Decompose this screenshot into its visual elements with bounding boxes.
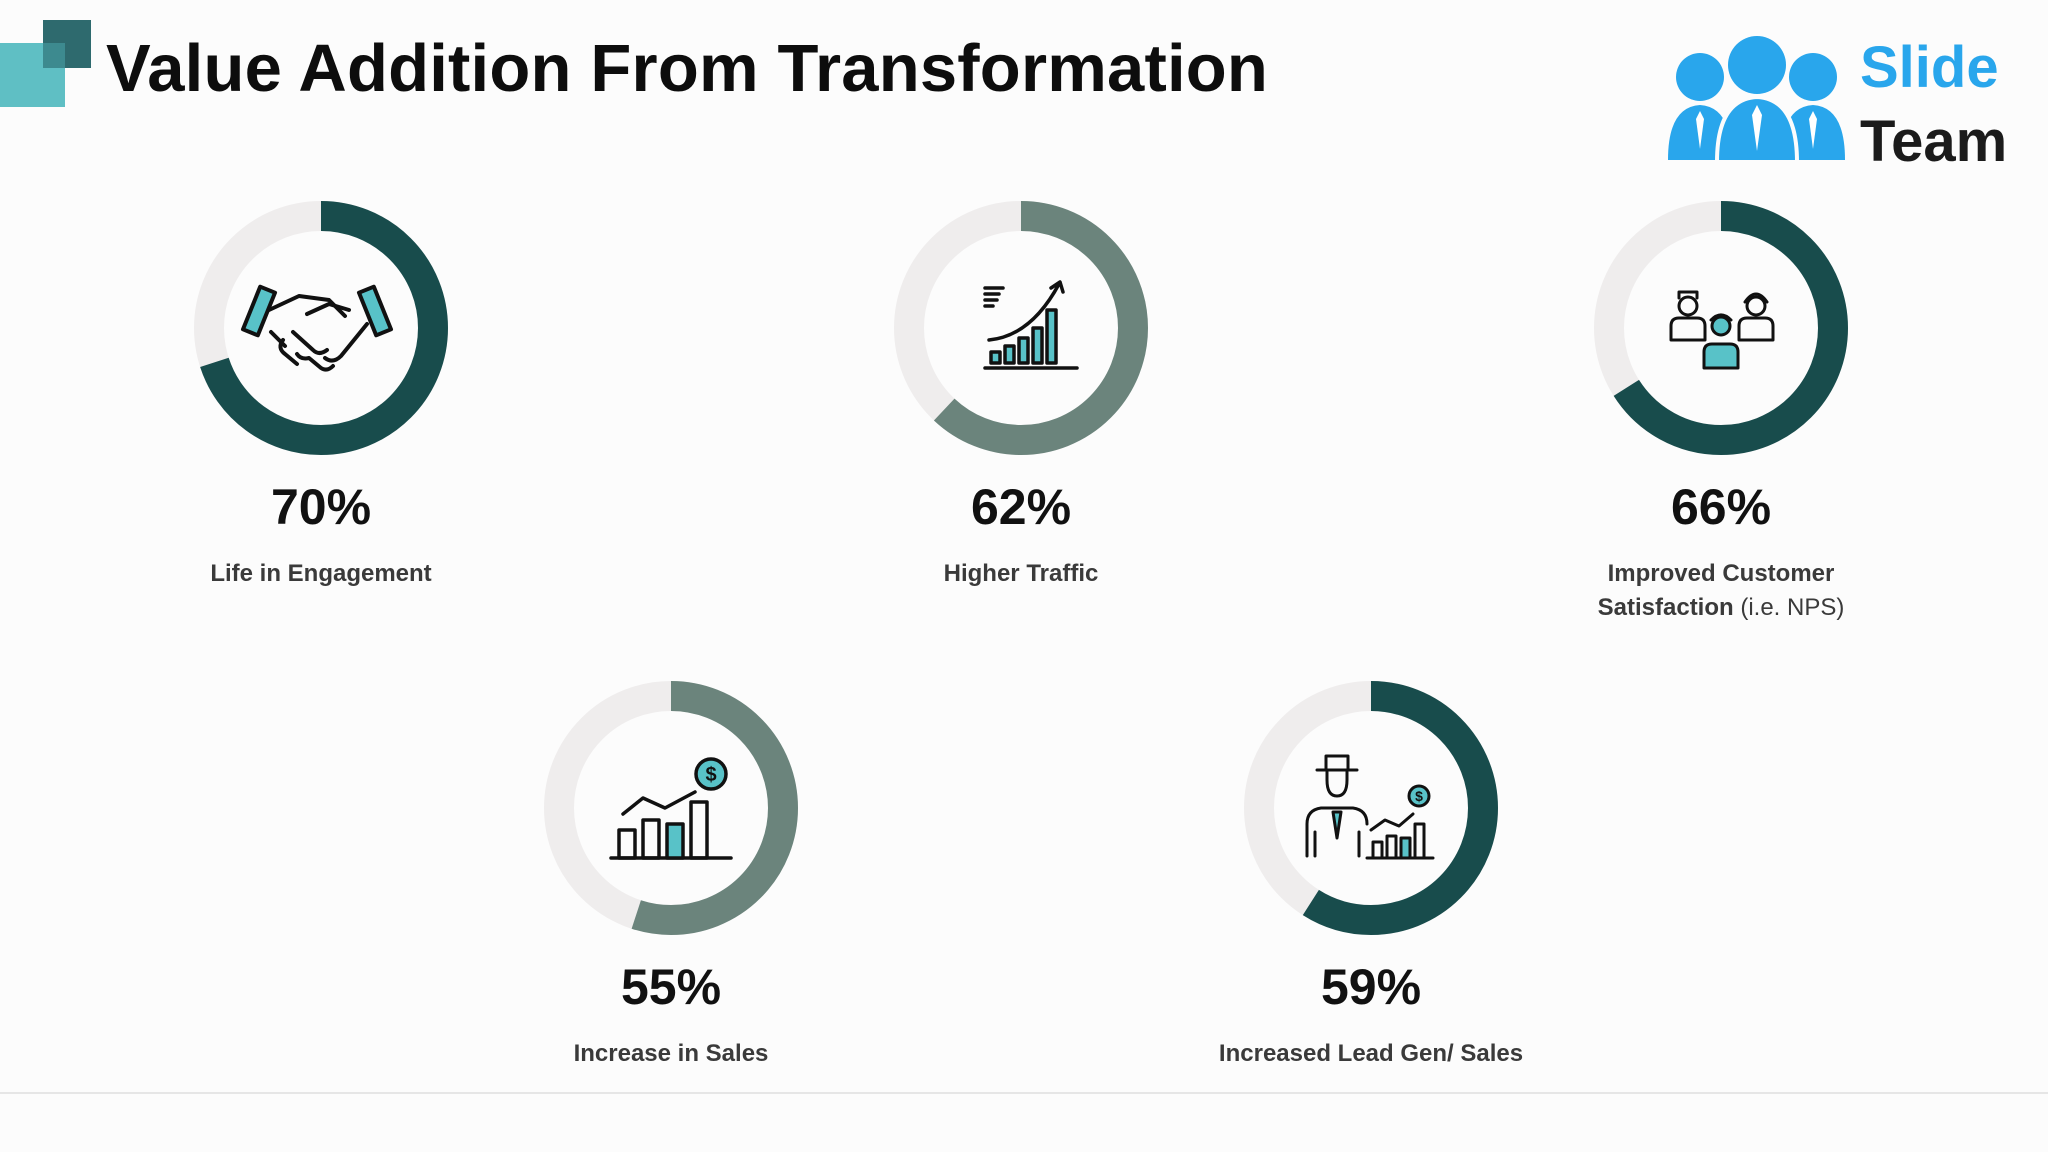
donut-arc [894, 201, 1148, 455]
logo-team-text: Team [1860, 109, 2008, 174]
metric-card-lead-gen: $ 59% Increased Lead Gen/ Sales [1161, 678, 1581, 1071]
metric-label: Increased Lead Gen/ Sales [1161, 1037, 1581, 1071]
metric-label-text: Increased Lead Gen/ Sales [1218, 1040, 1524, 1067]
corner-decoration [0, 0, 100, 110]
metric-label: Higher Traffic [811, 557, 1231, 591]
metric-label: Increase in Sales [461, 1037, 881, 1071]
metric-label: Improved Customer Satisfaction (i.e. NPS… [1511, 557, 1931, 625]
people-logo-icon [1668, 36, 1845, 164]
donut-chart: $ [544, 681, 798, 935]
customers-icon [1669, 290, 1775, 370]
donut-chart: $ [1244, 681, 1498, 935]
sales-chart-icon: $ [609, 757, 733, 860]
donut-chart [894, 201, 1148, 455]
metric-card-engagement: 70% Life in Engagement [111, 198, 531, 591]
metric-card-sales: $ 55% Increase in Sales [461, 678, 881, 1071]
metric-value: 66% [1670, 479, 1772, 535]
logo-slide-text: Slide [1860, 35, 1999, 100]
bottom-divider [0, 1092, 2048, 1094]
metric-value: 55% [620, 959, 722, 1015]
metric-value: 59% [1320, 959, 1422, 1015]
donut-chart [194, 201, 448, 455]
salesman-chart-icon: $ [1305, 754, 1435, 860]
svg-text:$: $ [1415, 788, 1423, 804]
metric-label-text: Life in Engagement [210, 560, 432, 587]
page-title: Value Addition From Transformation [106, 31, 1269, 106]
metric-label: Life in Engagement [111, 557, 531, 591]
metric-label-line1: Improved Customer [1607, 560, 1835, 587]
donut-arc [1244, 681, 1498, 935]
handshake-icon [240, 284, 394, 372]
donut-arc [194, 201, 448, 455]
donut-chart [1594, 201, 1848, 455]
growth-chart-icon [983, 280, 1079, 370]
donut-arc [1594, 201, 1848, 455]
metric-value: 62% [970, 479, 1072, 535]
slideteam-logo: Slide Team [1660, 25, 2040, 175]
metric-card-traffic: 62% Higher Traffic [811, 198, 1231, 591]
metric-label-suffix: (i.e. NPS) [1740, 594, 1845, 621]
metric-value: 70% [270, 479, 372, 535]
svg-text:$: $ [705, 764, 716, 786]
metric-label-text: Increase in Sales [573, 1040, 769, 1067]
metric-label-text: Higher Traffic [943, 560, 1099, 587]
metric-card-satisfaction: 66% Improved Customer Satisfaction (i.e.… [1511, 198, 1931, 625]
donut-arc [544, 681, 798, 935]
metric-label-line2: Satisfaction [1597, 594, 1734, 621]
